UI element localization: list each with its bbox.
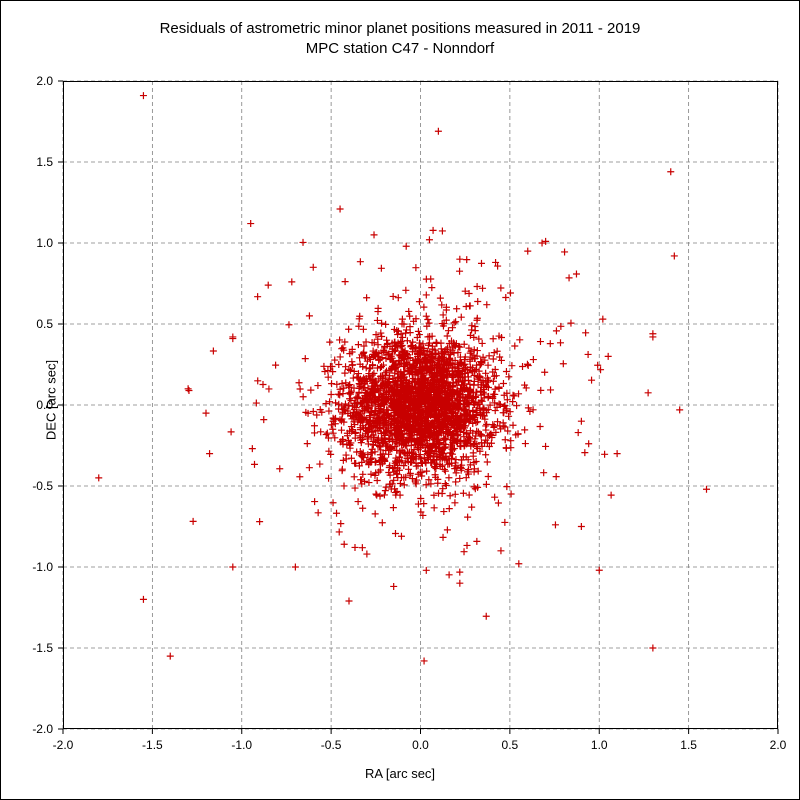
x-tick-label: -1.0 <box>231 738 252 752</box>
y-tick-label: -1.5 <box>32 641 53 655</box>
x-tick-label: 0.0 <box>412 738 429 752</box>
y-tick-label: -0.5 <box>32 479 53 493</box>
y-tick-label: -2.0 <box>32 722 53 736</box>
x-tick-label: 1.0 <box>591 738 608 752</box>
chart-title: Residuals of astrometric minor planet po… <box>1 19 799 58</box>
y-tick-label: 0.5 <box>36 317 53 331</box>
y-tick-label: 2.0 <box>36 74 53 88</box>
y-tick-label: 1.5 <box>36 155 53 169</box>
x-tick-label: 2.0 <box>770 738 787 752</box>
x-tick-label: -2.0 <box>53 738 74 752</box>
title-line-1: Residuals of astrometric minor planet po… <box>160 20 641 37</box>
scatter-plot: -2.0-1.5-1.0-0.50.00.51.01.52.0-2.0-1.5-… <box>63 81 778 729</box>
y-tick-label: -1.0 <box>32 560 53 574</box>
chart-container: Residuals of astrometric minor planet po… <box>0 0 800 800</box>
x-axis-label: RA [arc sec] <box>1 766 799 781</box>
title-line-2: MPC station C47 - Nonndorf <box>306 40 494 57</box>
x-tick-label: 0.5 <box>502 738 519 752</box>
y-tick-label: 1.0 <box>36 236 53 250</box>
x-tick-label: -0.5 <box>321 738 342 752</box>
x-tick-label: 1.5 <box>680 738 697 752</box>
x-tick-label: -1.5 <box>142 738 163 752</box>
y-axis-label: DEC [arc sec] <box>44 360 59 440</box>
